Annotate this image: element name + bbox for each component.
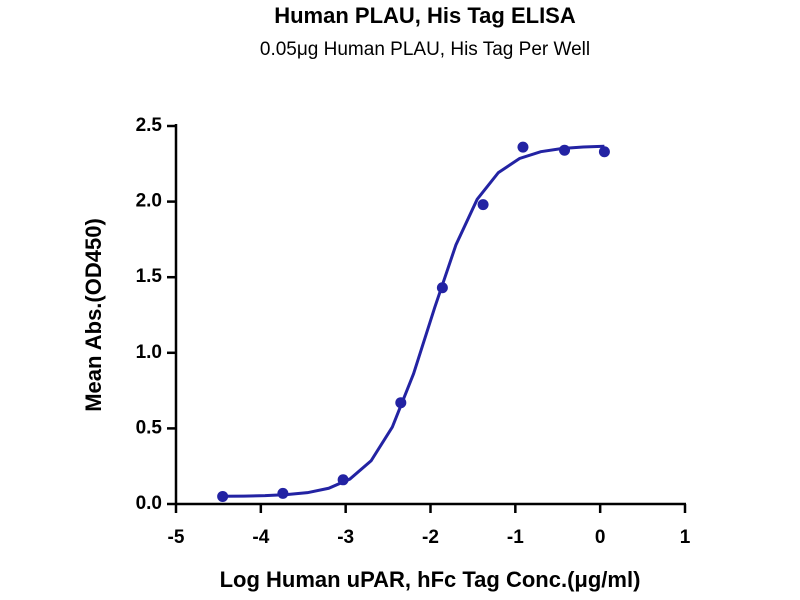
x-tick-label: -4 (252, 527, 269, 548)
fit-curve (222, 144, 605, 498)
y-tick-label: 2.5 (136, 115, 163, 136)
y-tick-label: 1.5 (136, 266, 163, 287)
y-tick-label: 0.0 (136, 493, 162, 514)
y-axis-title: Mean Abs.(OD450) (81, 218, 106, 412)
chart-title: Human PLAU, His Tag ELISA (274, 3, 576, 28)
y-tick-label: 1.0 (136, 342, 162, 363)
data-point (598, 146, 610, 158)
chart-subtitle: 0.05μg Human PLAU, His Tag Per Well (260, 39, 590, 60)
x-tick-label: -5 (168, 527, 185, 548)
x-axis-title: Log Human uPAR, hFc Tag Conc.(μg/ml) (220, 567, 641, 592)
x-tick-label: -1 (507, 527, 524, 548)
x-tick-label: -2 (422, 527, 439, 548)
x-tick-label: 0 (595, 527, 606, 548)
y-tick-label: 2.0 (136, 191, 162, 212)
x-tick-label: -3 (337, 527, 354, 548)
x-tick-label: 1 (680, 527, 691, 548)
data-point (217, 490, 229, 502)
data-point (517, 141, 529, 153)
y-tick-label: 0.5 (136, 417, 163, 438)
data-point (477, 199, 489, 211)
